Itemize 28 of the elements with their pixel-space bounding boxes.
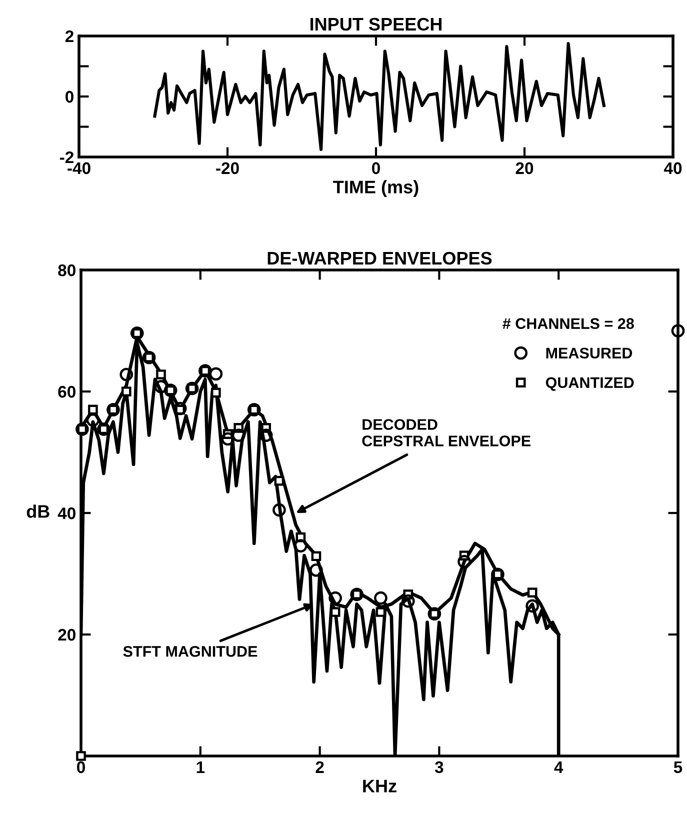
x-tick-label: 20 <box>516 162 534 174</box>
y-axis-title: dB <box>26 504 50 518</box>
annotation: DECODED CEPSTRAL ENVELOPE <box>362 419 531 446</box>
y-tick-label: 0 <box>66 90 74 103</box>
x-tick-label: 2 <box>316 761 324 773</box>
legend-label: QUANTIZED <box>546 377 634 391</box>
x-tick-label: -20 <box>216 162 239 174</box>
x-tick-label: -40 <box>68 162 90 174</box>
x-tick-label: 1 <box>196 761 205 773</box>
annotation: STFT MAGNITUDE <box>123 646 258 657</box>
y-tick-label: 2 <box>65 30 74 42</box>
legend-label: MEASURED <box>546 348 632 359</box>
chart-title: DE-WARPED ENVELOPES <box>268 252 492 265</box>
x-tick-label: 5 <box>674 761 682 774</box>
x-axis-title: TIME (ms) <box>333 180 418 198</box>
x-axis-title: KHz <box>363 780 396 792</box>
y-tick-label: -2 <box>60 151 74 164</box>
x-tick-label: 4 <box>554 761 564 773</box>
y-tick-label: 40 <box>58 507 76 520</box>
chart-title: INPUT SPEECH <box>310 18 442 31</box>
y-tick-label: 80 <box>58 264 76 276</box>
x-tick-label: 0 <box>372 162 380 174</box>
x-tick-label: 40 <box>664 162 682 174</box>
y-tick-label: 60 <box>58 386 76 398</box>
legend-title: # CHANNELS = 28 <box>502 318 634 329</box>
y-tick-label: 20 <box>58 628 76 641</box>
x-tick-label: 3 <box>434 761 444 774</box>
x-tick-label: 0 <box>77 761 85 774</box>
